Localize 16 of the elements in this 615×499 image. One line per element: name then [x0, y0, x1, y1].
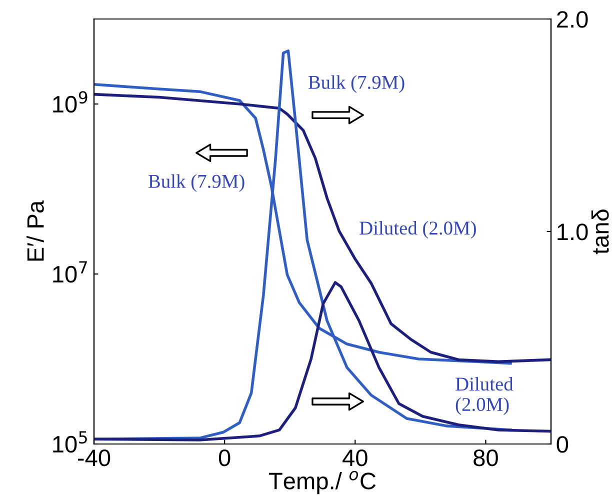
y2-axis-title: tanδ [591, 210, 609, 254]
y-tick-label: 10$^{7}$ [53, 261, 87, 283]
x-tick-label: 0 [218, 449, 230, 466]
annotation: Bulk (7.9M) [148, 174, 244, 192]
x-axis-title: Temp./ $^{o}$C [268, 470, 376, 494]
y-tick-label: 10$^{9}$ [53, 91, 88, 113]
x-tick-label: 40 [342, 449, 368, 466]
line-series [94, 281, 551, 442]
annotation: Bulk (7.9M) [308, 75, 404, 93]
annotation: Diluted (2.0M) [360, 220, 476, 239]
y2-tick-label: 2.0 [557, 11, 588, 28]
y-axis-title: E′/ Pa [26, 200, 44, 261]
y2-tick-label: 0 [556, 436, 568, 453]
annotation: Diluted (2.0M) [456, 376, 514, 415]
x-tick-label: 80 [474, 449, 498, 466]
y2-tick-label: 1.0 [558, 224, 588, 240]
